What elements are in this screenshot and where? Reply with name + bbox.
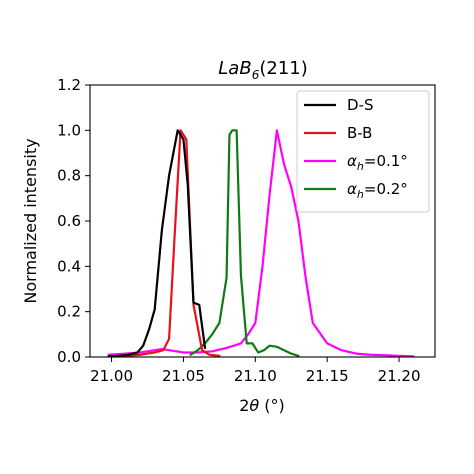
legend-label-ds: D-S <box>347 96 373 114</box>
legend-alpha-01-tail: =0.1° <box>364 152 408 170</box>
chart-title-tail: (211) <box>259 58 307 79</box>
x-ticks: 21.00 21.05 21.10 21.15 21.20 <box>90 357 421 385</box>
y-tick-label: 1.0 <box>57 121 81 139</box>
legend-box <box>296 90 430 213</box>
legend: D-S B-B αh=0.1° αh=0.2° <box>296 90 430 213</box>
y-tick-label: 0.8 <box>57 167 81 185</box>
chart-title: LaB6(211) <box>218 58 307 82</box>
series-line-0 <box>107 129 207 358</box>
x-axis-label-prefix: 2 <box>239 396 249 415</box>
legend-label-alpha-02: αh=0.2° <box>347 180 408 201</box>
legend-alpha-02-tail: =0.2° <box>364 180 408 198</box>
x-tick-label: 21.15 <box>306 367 349 385</box>
chart-title-main: LaB <box>218 58 251 79</box>
x-axis-label-suffix: (°) <box>259 396 285 415</box>
x-axis-label: 2θ (°) <box>239 396 285 415</box>
x-tick-label: 21.10 <box>234 367 277 385</box>
series-line-3 <box>189 129 300 357</box>
y-tick-label: 0.2 <box>57 303 81 321</box>
legend-label-bb: B-B <box>347 124 372 142</box>
legend-alpha-02-symbol: α <box>347 180 357 198</box>
series-line-1 <box>107 129 221 358</box>
y-tick-label: 1.2 <box>57 76 81 94</box>
legend-alpha-02-sub: h <box>357 188 364 201</box>
x-tick-label: 21.00 <box>90 367 133 385</box>
legend-label-alpha-01: αh=0.1° <box>347 152 408 173</box>
y-tick-label: 0.4 <box>57 257 81 275</box>
series-line-2 <box>107 129 415 358</box>
plot-lines <box>107 129 415 358</box>
legend-alpha-01-symbol: α <box>347 152 357 170</box>
x-axis-label-theta: θ <box>249 396 259 415</box>
y-tick-label: 0.0 <box>57 348 81 366</box>
chart-title-sub: 6 <box>252 68 260 82</box>
y-ticks: 0.0 0.2 0.4 0.6 0.8 1.0 1.2 <box>57 76 90 366</box>
y-axis-label: Normalized intensity <box>21 138 40 303</box>
x-tick-label: 21.20 <box>378 367 421 385</box>
x-tick-label: 21.05 <box>162 367 205 385</box>
plot-frame <box>89 84 436 358</box>
y-tick-label: 0.6 <box>57 212 81 230</box>
legend-alpha-01-sub: h <box>357 160 364 173</box>
